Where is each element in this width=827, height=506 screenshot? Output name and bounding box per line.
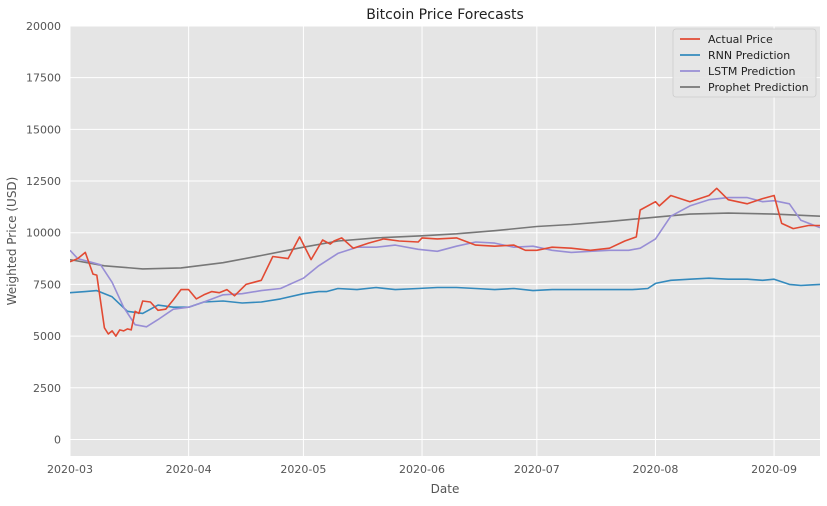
chart-title: Bitcoin Price Forecasts bbox=[366, 7, 524, 23]
series-line-lstm-prediction bbox=[70, 196, 820, 328]
y-axis-label: Weighted Price (USD) bbox=[5, 177, 19, 306]
x-tick-label: 2020-04 bbox=[166, 463, 212, 476]
x-tick-label: 2020-03 bbox=[47, 463, 93, 476]
plot-area bbox=[70, 26, 820, 456]
x-axis-ticks: 2020-03 2020-04 2020-05 2020-06 2020-07 2020-… bbox=[47, 463, 797, 476]
legend-label: RNN Prediction bbox=[708, 49, 790, 62]
y-tick-label: 5000 bbox=[33, 330, 61, 343]
series-lines bbox=[70, 187, 820, 337]
x-tick-label: 2020-09 bbox=[751, 463, 797, 476]
x-tick-label: 2020-05 bbox=[280, 463, 326, 476]
x-tick-label: 2020-08 bbox=[632, 463, 678, 476]
x-tick-label: 2020-06 bbox=[399, 463, 445, 476]
legend: Actual Price RNN Prediction LSTM Predictio… bbox=[672, 28, 817, 98]
y-axis-ticks: 0 2500 5000 7500 10000 12500 15000 17500 20000 bbox=[26, 20, 61, 446]
y-tick-label: 0 bbox=[54, 433, 61, 446]
legend-label: LSTM Prediction bbox=[708, 65, 795, 78]
series-line-prophet-prediction bbox=[70, 212, 820, 270]
y-tick-label: 2500 bbox=[33, 382, 61, 395]
y-tick-label: 7500 bbox=[33, 278, 61, 291]
y-tick-label: 10000 bbox=[26, 227, 61, 240]
x-tick-label: 2020-07 bbox=[514, 463, 560, 476]
legend-box bbox=[672, 28, 817, 98]
y-tick-label: 12500 bbox=[26, 175, 61, 188]
series-line-actual-price bbox=[70, 187, 820, 337]
x-axis-label: Date bbox=[431, 482, 460, 496]
y-tick-label: 15000 bbox=[26, 123, 61, 136]
legend-label: Actual Price bbox=[708, 33, 773, 46]
y-tick-label: 17500 bbox=[26, 72, 61, 85]
series-line-rnn-prediction bbox=[70, 277, 820, 315]
legend-label: Prophet Prediction bbox=[708, 81, 809, 94]
y-tick-label: 20000 bbox=[26, 20, 61, 33]
grid bbox=[69, 25, 820, 456]
